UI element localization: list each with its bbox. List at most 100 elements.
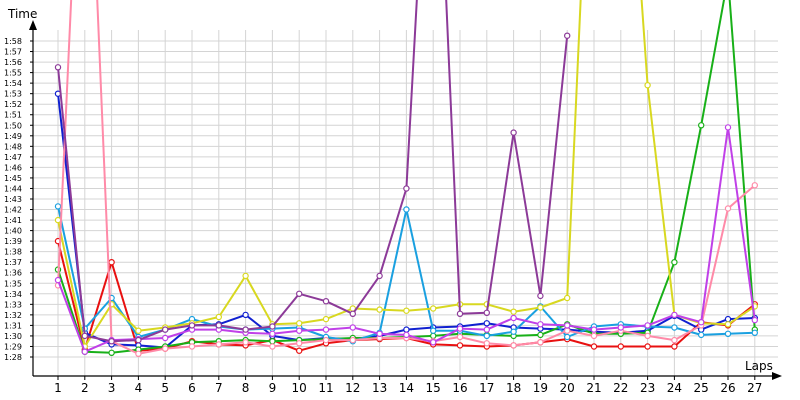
data-point [242,339,249,346]
data-point [644,81,651,89]
y-tick-label: 1:49 [4,132,22,141]
data-point [403,331,410,339]
y-axis-arrow [29,20,37,30]
series-line [57,0,569,343]
data-point [644,343,651,350]
series-8 [54,0,571,345]
x-tick-label: 15 [426,381,441,395]
data-point [724,124,732,131]
y-tick-label: 1:35 [4,279,22,288]
x-tick-label: 7 [215,381,223,395]
x-tick-label: 27 [747,381,762,395]
data-point [483,326,490,333]
data-point [349,310,356,317]
data-point [108,338,115,345]
data-point [376,272,383,280]
y-tick-label: 1:30 [4,332,22,341]
data-point [671,311,678,319]
data-point [617,324,625,331]
data-point [564,294,571,302]
data-point [54,216,62,224]
data-point [269,343,276,350]
data-point [81,332,89,340]
y-tick-label: 1:43 [4,195,22,204]
data-point [483,340,490,347]
data-point [510,328,517,335]
y-tick-label: 1:53 [4,90,22,99]
data-point [590,343,598,350]
y-tick-label: 1:38 [4,248,22,257]
data-point [161,326,169,333]
data-point [161,334,169,342]
y-tick-label: 1:33 [4,300,22,309]
x-tick-label: 1 [54,381,62,395]
data-point [510,129,517,136]
x-tick-label: 8 [242,381,250,395]
data-point [215,322,222,329]
x-tick-label: 20 [560,381,575,395]
data-point [296,290,303,297]
x-tick-label: 6 [188,381,196,395]
x-axis-arrow [772,372,782,380]
data-point [161,345,169,352]
y-tick-label: 1:51 [4,111,22,120]
data-point [269,323,276,330]
y-tick-label: 1:31 [4,321,22,330]
data-point [751,329,759,336]
data-point [430,332,437,340]
data-point [671,343,678,350]
data-point [430,305,437,312]
data-point [537,321,544,328]
y-tick-label: 1:55 [4,69,22,78]
data-point [537,339,544,346]
data-point [698,331,705,339]
y-tick-label: 1:40 [4,227,22,236]
data-point [537,331,544,339]
data-point [54,203,62,210]
data-point [188,343,196,350]
data-point [322,326,330,333]
x-tick-label: 14 [399,381,414,395]
data-point [564,32,571,39]
data-point [564,322,571,329]
data-point [296,320,303,327]
data-point [644,322,651,329]
x-axis-label: Laps [745,359,773,373]
data-point [296,327,303,334]
data-point [108,259,115,266]
data-point [751,316,759,324]
data-point [671,336,678,344]
data-point [483,332,490,340]
data-point [376,306,383,313]
y-tick-label: 1:50 [4,121,22,130]
y-tick-label: 1:41 [4,216,22,225]
data-point [510,342,517,349]
x-tick-label: 21 [586,381,601,395]
data-point [269,338,276,345]
data-point [483,309,490,316]
x-tick-label: 24 [667,381,682,395]
x-tick-label: 11 [318,381,333,395]
series-layer [54,0,759,357]
y-tick-label: 1:57 [4,48,22,57]
data-point [724,330,732,337]
y-tick-label: 1:56 [4,58,22,67]
data-point [671,324,678,331]
data-point [242,326,249,333]
data-point [724,321,732,328]
data-point [403,206,410,213]
data-point [590,326,598,333]
x-tick-label: 13 [372,381,387,395]
data-point [456,333,464,341]
data-point [242,311,249,319]
data-point [215,341,222,348]
data-point [403,326,410,333]
data-point [54,64,62,71]
y-tick-label: 1:58 [4,37,22,46]
data-point [322,336,330,344]
data-point [456,325,464,332]
data-point [751,182,759,189]
tick-labels: 1:28 1:291:30 1:311:32 1:331:34 1:351:36 1:37… [4,37,762,395]
data-point [564,327,571,334]
data-point [510,308,517,315]
